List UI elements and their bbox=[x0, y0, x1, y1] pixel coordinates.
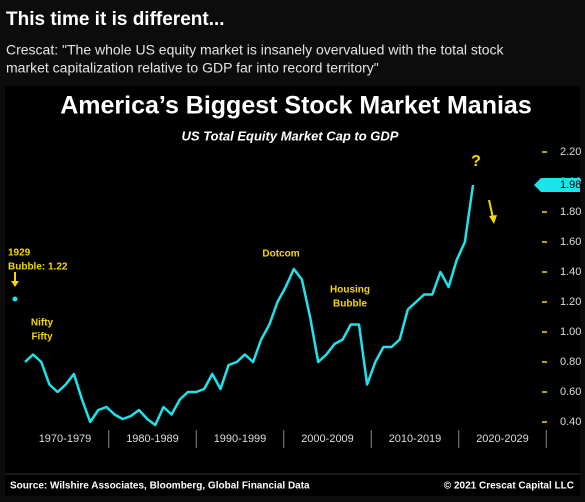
annotation: Fifty bbox=[31, 332, 53, 343]
annotation: Housing bbox=[330, 285, 370, 296]
post-text: market capitalization relative to GDP fa… bbox=[6, 60, 379, 76]
chart-panel bbox=[5, 86, 580, 496]
chart-title: America’s Biggest Stock Market Manias bbox=[60, 92, 531, 120]
y-tick-label: 1.40 bbox=[560, 266, 581, 278]
y-tick-label: 1.20 bbox=[560, 296, 581, 308]
x-tick-label: 1970-1979 bbox=[39, 433, 92, 445]
y-tick-label: 0.60 bbox=[560, 386, 581, 398]
marker-1929 bbox=[12, 296, 18, 302]
x-tick-label: 1990-1999 bbox=[214, 433, 267, 445]
annotation: Dotcom bbox=[262, 249, 299, 260]
annotation: ? bbox=[471, 153, 481, 170]
current-value-label: 1.98 bbox=[560, 179, 581, 191]
post-title: This time it is different... bbox=[6, 9, 225, 30]
y-tick-label: 0.40 bbox=[560, 416, 581, 428]
x-tick-label: 1980-1989 bbox=[126, 433, 179, 445]
x-tick-label: 2000-2009 bbox=[301, 433, 354, 445]
annotation: Bubble: 1.22 bbox=[8, 262, 68, 273]
current-value-badge bbox=[534, 178, 580, 192]
arrow bbox=[488, 199, 494, 219]
y-tick-label: 2.20 bbox=[560, 146, 581, 158]
data-line bbox=[24, 184, 475, 427]
arrow-head bbox=[11, 281, 19, 287]
y-tick-label: 0.80 bbox=[560, 356, 581, 368]
y-tick-label: 1.80 bbox=[560, 206, 581, 218]
annotation: Nifty bbox=[31, 318, 54, 329]
x-tick-label: 2010-2019 bbox=[389, 433, 442, 445]
x-tick-label: 2020-2029 bbox=[476, 433, 529, 445]
annotation: 1929 bbox=[8, 248, 31, 259]
arrow-head bbox=[489, 215, 497, 224]
y-tick-label: 1.00 bbox=[560, 326, 581, 338]
annotation: Bubble bbox=[333, 299, 367, 310]
source: Source: Wilshire Associates, Bloomberg, … bbox=[10, 481, 310, 492]
chart-subtitle: US Total Equity Market Cap to GDP bbox=[182, 128, 399, 143]
post-text: Crescat: "The whole US equity market is … bbox=[6, 42, 505, 58]
copyright: © 2021 Crescat Capital LLC bbox=[444, 481, 574, 492]
y-tick-label: 1.60 bbox=[560, 236, 581, 248]
